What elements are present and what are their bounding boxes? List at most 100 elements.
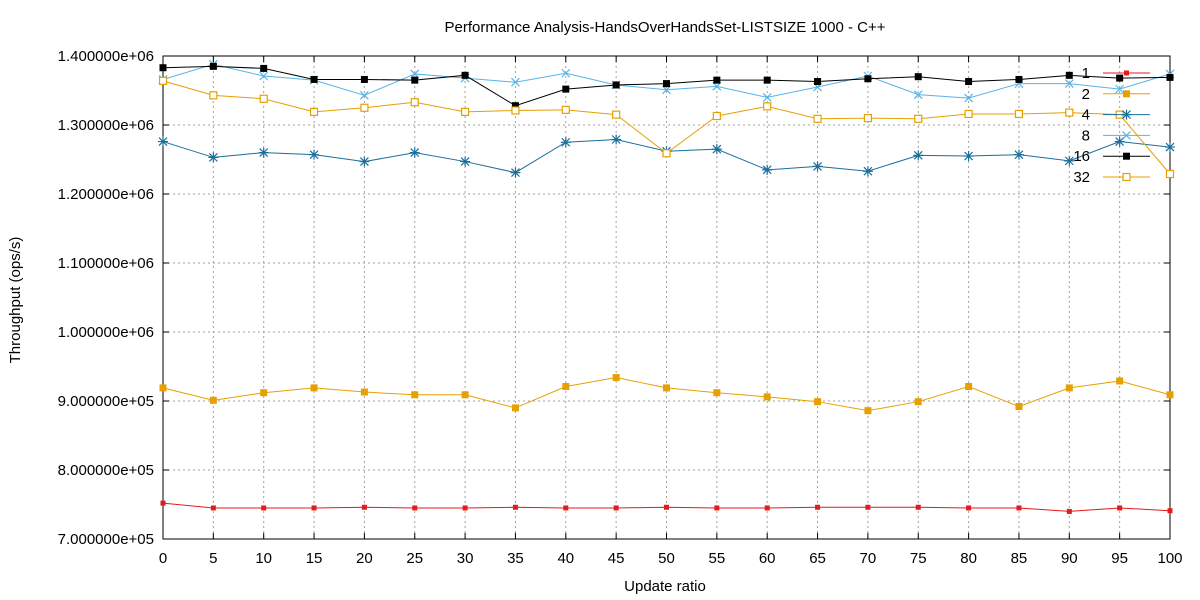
y-axis: 7.000000e+05 8.000000e+05 9.000000e+05 1.00… xyxy=(58,48,1170,548)
data-point xyxy=(714,505,720,511)
data-point xyxy=(208,152,219,163)
data-point xyxy=(763,102,772,111)
x-tick-label: 100 xyxy=(1157,550,1182,567)
legend-label: 4 xyxy=(1082,107,1090,124)
data-point xyxy=(1122,130,1131,140)
data-point xyxy=(965,78,973,86)
data-point xyxy=(1064,79,1074,89)
data-point xyxy=(1117,505,1123,511)
data-point xyxy=(612,374,620,382)
data-point xyxy=(410,69,420,79)
data-point xyxy=(862,166,873,177)
data-point xyxy=(311,505,317,511)
legend-item-32: 32 xyxy=(1073,169,1150,186)
data-point xyxy=(963,151,974,162)
data-point xyxy=(1015,75,1023,83)
series-8 xyxy=(158,59,1175,103)
x-tick-label: 90 xyxy=(1061,550,1078,567)
data-point xyxy=(209,91,218,100)
x-tick-label: 75 xyxy=(910,550,927,567)
x-tick-label: 25 xyxy=(406,550,423,567)
x-tick-label: 20 xyxy=(356,550,373,567)
data-point xyxy=(511,102,519,110)
legend-item-1: 1 xyxy=(1082,65,1150,82)
x-tick-label: 65 xyxy=(809,550,826,567)
data-point xyxy=(1016,505,1022,511)
data-point xyxy=(914,114,923,123)
data-point xyxy=(1065,108,1074,117)
data-point xyxy=(763,76,771,84)
data-point xyxy=(863,113,873,123)
data-point xyxy=(510,167,521,178)
data-point xyxy=(310,384,318,392)
x-tick-label: 60 xyxy=(759,550,776,567)
y-tick-label: 1.400000e+06 xyxy=(58,48,154,65)
data-point xyxy=(359,156,370,167)
legend-item-8: 8 xyxy=(1082,127,1150,144)
data-point xyxy=(612,81,620,89)
legend-label: 1 xyxy=(1082,65,1090,82)
data-point xyxy=(1064,155,1075,166)
data-point xyxy=(461,391,469,399)
data-point xyxy=(1166,73,1174,81)
data-point xyxy=(561,105,570,114)
data-point xyxy=(712,111,721,121)
x-tick-label: 10 xyxy=(255,550,272,567)
data-point xyxy=(360,103,369,112)
data-point xyxy=(410,98,419,107)
data-point xyxy=(1165,169,1175,179)
data-point xyxy=(762,164,773,175)
data-point xyxy=(712,81,722,91)
data-point xyxy=(461,71,469,79)
x-tick-label: 5 xyxy=(209,550,217,567)
x-axis-label: Update ratio xyxy=(624,578,706,595)
data-point xyxy=(563,505,569,511)
data-point xyxy=(764,505,770,511)
y-tick-label: 7.000000e+05 xyxy=(58,531,154,548)
data-point xyxy=(1121,109,1132,120)
data-point xyxy=(813,114,822,123)
data-point xyxy=(815,504,821,510)
data-point xyxy=(1165,142,1175,153)
data-point xyxy=(1013,149,1024,160)
legend-item-2: 2 xyxy=(1082,86,1150,103)
data-point xyxy=(1065,71,1073,79)
x-tick-label: 30 xyxy=(457,550,474,567)
data-point xyxy=(361,504,367,510)
data-point xyxy=(210,505,216,511)
x-tick-label: 35 xyxy=(507,550,524,567)
data-point xyxy=(1114,136,1125,147)
data-point xyxy=(561,68,571,78)
data-point xyxy=(913,90,923,100)
data-point xyxy=(511,404,519,412)
data-point xyxy=(411,391,419,399)
data-point xyxy=(260,64,268,72)
data-point xyxy=(409,147,420,158)
data-point xyxy=(1116,377,1124,385)
data-point xyxy=(1123,152,1130,160)
y-axis-label: Throughput (ops/s) xyxy=(7,237,24,364)
data-point xyxy=(360,388,368,396)
series-2 xyxy=(159,374,1174,415)
data-point xyxy=(1066,508,1072,514)
data-point xyxy=(412,505,418,511)
data-point xyxy=(261,505,267,511)
y-tick-label: 1.200000e+06 xyxy=(58,186,154,203)
data-point xyxy=(664,504,669,510)
x-tick-label: 50 xyxy=(658,550,675,567)
data-point xyxy=(411,76,419,84)
data-point xyxy=(260,389,268,397)
data-point xyxy=(964,93,974,103)
data-point xyxy=(966,505,972,511)
x-tick-label: 0 xyxy=(159,550,167,567)
x-tick-label: 15 xyxy=(306,550,323,567)
data-point xyxy=(562,85,570,93)
data-point xyxy=(209,396,217,404)
series-1 xyxy=(160,500,1173,514)
chart-title: Performance Analysis-HandsOverHandsSet-L… xyxy=(444,19,885,36)
data-point xyxy=(259,94,268,103)
data-point xyxy=(309,149,320,160)
data-point xyxy=(713,389,721,397)
data-point xyxy=(763,393,771,401)
